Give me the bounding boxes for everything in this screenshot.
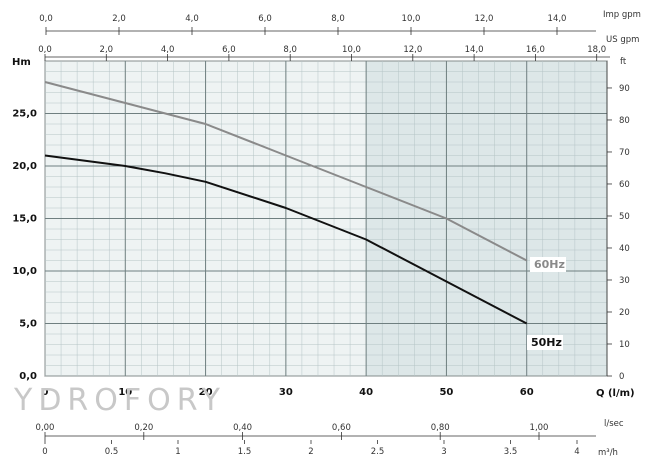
- us-gpm-tick-label: 10,0: [342, 45, 361, 55]
- us-gpm-tick-label: 8,0: [283, 45, 297, 55]
- y-tick-label: 10,0: [12, 266, 37, 277]
- l-sec-tick-label: 1,00: [530, 423, 549, 433]
- ft-tick-label: 60: [619, 180, 630, 190]
- l-sec-axis-label: l/sec: [604, 419, 624, 429]
- us-gpm-tick-label: 6,0: [222, 45, 236, 55]
- ft-tick-label: 10: [619, 340, 630, 350]
- us-gpm-tick-label: 12,0: [403, 45, 422, 55]
- x-tick-label: 60: [520, 387, 534, 398]
- us-gpm-tick-label: 4,0: [161, 45, 175, 55]
- l-sec-tick-label: 0,80: [431, 423, 450, 433]
- ft-tick-label: 80: [619, 116, 630, 126]
- ft-tick-label: 70: [619, 148, 630, 158]
- us-gpm-tick-label: 14,0: [465, 45, 484, 55]
- imp-gpm-tick-label: 12,0: [475, 14, 494, 24]
- l-sec-tick-label: 0,20: [134, 423, 153, 433]
- ft-tick-label: 90: [619, 84, 630, 94]
- us-gpm-tick-label: 2,0: [100, 45, 114, 55]
- x-tick-label: 20: [199, 387, 213, 398]
- ft-tick-label: 40: [619, 244, 630, 254]
- m3h-tick-label: 3.5: [504, 447, 518, 457]
- imp-gpm-tick-label: 4,0: [185, 14, 199, 24]
- y-tick-label: 15,0: [12, 214, 37, 225]
- imp-gpm-tick-label: 6,0: [258, 14, 272, 24]
- imp-gpm-tick-label: 0,0: [39, 14, 53, 24]
- x-tick-label: 30: [279, 387, 293, 398]
- l-sec-tick-label: 0,60: [332, 423, 351, 433]
- series-label-60hz: 60Hz: [534, 258, 565, 271]
- x-tick-label: 10: [118, 387, 132, 398]
- m3h-tick-label: 0: [42, 447, 47, 457]
- ft-tick-label: 20: [619, 308, 630, 318]
- major-grid: [45, 61, 607, 376]
- m3h-tick-label: 3: [441, 447, 446, 457]
- imp-gpm-tick-label: 14,0: [548, 14, 567, 24]
- y-tick-label: 25,0: [12, 109, 37, 120]
- m3h-tick-label: 2.5: [371, 447, 385, 457]
- us-gpm-tick-label: 16,0: [526, 45, 545, 55]
- m3h-tick-label: 0.5: [105, 447, 119, 457]
- series-label-bg: [527, 335, 563, 350]
- ft-axis-label: ft: [620, 57, 627, 67]
- imp-gpm-tick-label: 2,0: [112, 14, 126, 24]
- series-line-50hz: [44, 154, 528, 325]
- x-tick-label: 50: [439, 387, 453, 398]
- m3h-tick-label: 4: [574, 447, 579, 457]
- axes-layer: [44, 27, 612, 444]
- y-tick-label: 20,0: [12, 161, 37, 172]
- l-sec-tick-label: 0,40: [233, 423, 252, 433]
- m3h-tick-label: 1.5: [238, 447, 252, 457]
- l-sec-tick-label: 0,00: [36, 423, 55, 433]
- ft-tick-label: 50: [619, 212, 630, 222]
- x-tick-label: 40: [359, 387, 373, 398]
- ft-tick-label: 30: [619, 276, 630, 286]
- imp-gpm-tick-label: 10,0: [402, 14, 421, 24]
- m3h-axis-label: m³/h: [598, 448, 618, 457]
- x-axis-label: Q (l/m): [596, 388, 635, 399]
- ft-tick-label: 0: [619, 372, 624, 382]
- us-gpm-tick-label: 18,0: [587, 45, 606, 55]
- labels-layer: 0 10 20 30 40 50 600,05,010,015,020,025,00,0 2,…: [12, 14, 630, 457]
- y-axis-label: Hm: [12, 57, 31, 68]
- series-layer: 60Hz 50Hz: [44, 81, 566, 350]
- us-gpm-tick-label: 0,0: [38, 45, 52, 55]
- series-label-50hz: 50Hz: [531, 336, 562, 349]
- imp-gpm-axis-label: Imp gpm: [603, 10, 641, 20]
- us-gpm-axis-label: US gpm: [606, 35, 639, 45]
- m3h-tick-label: 1: [175, 447, 180, 457]
- imp-gpm-tick-label: 8,0: [331, 14, 345, 24]
- series-line-60hz: [44, 81, 528, 262]
- y-tick-label: 0,0: [19, 371, 37, 382]
- watermark-text: YDROFORY: [13, 383, 226, 418]
- series-label-bg: [530, 257, 566, 272]
- y-tick-label: 5,0: [19, 319, 37, 330]
- x-tick-label: 0: [42, 387, 49, 398]
- m3h-tick-label: 2: [308, 447, 313, 457]
